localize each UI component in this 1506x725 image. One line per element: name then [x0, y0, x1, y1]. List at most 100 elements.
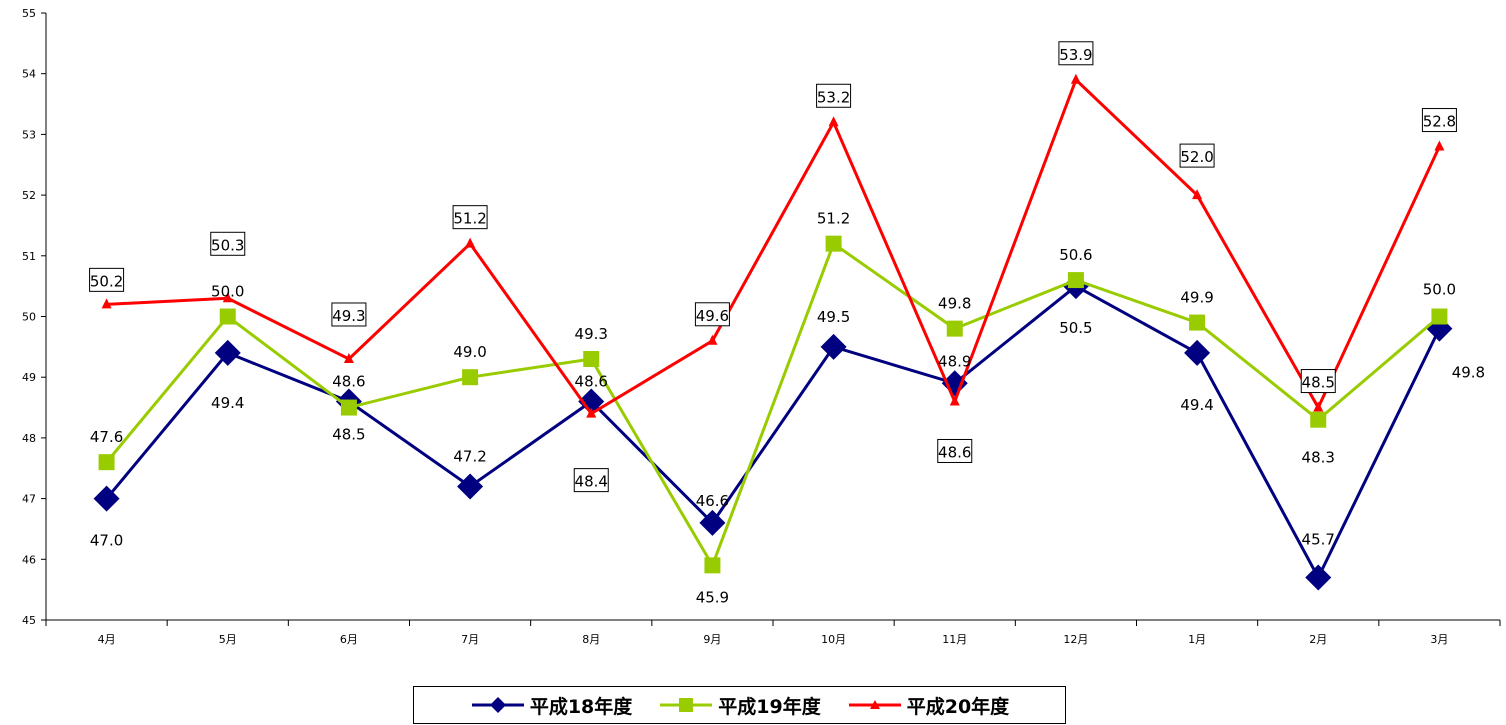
data-label: 53.2 [817, 88, 850, 106]
data-label: 48.6 [332, 372, 365, 390]
data-label-box [1300, 369, 1336, 394]
data-label: 49.8 [938, 295, 971, 313]
x-tick-label: 8月 [582, 633, 600, 646]
x-tick-label: 7月 [461, 633, 479, 646]
diamond-marker-icon [471, 697, 524, 713]
legend-label: 平成20年度 [906, 695, 1010, 718]
data-label: 47.2 [453, 447, 486, 465]
x-tick-label: 4月 [98, 633, 116, 646]
legend-item-series-1: 平成18年度 [470, 692, 632, 719]
legend-label: 平成19年度 [718, 695, 821, 718]
legend-item-series-2: 平成19年度 [658, 692, 821, 719]
x-tick-label: 6月 [340, 633, 358, 646]
x-tick-label: 9月 [703, 633, 721, 646]
data-label: 51.2 [817, 210, 850, 228]
data-label: 48.6 [938, 443, 971, 461]
y-tick-label: 48 [22, 432, 36, 445]
series-1-point [820, 333, 847, 360]
data-label-box [1179, 143, 1215, 168]
series-1-point [699, 509, 726, 536]
series-2-point [1189, 314, 1206, 331]
series-3-point [1434, 140, 1445, 151]
data-label: 45.7 [1302, 531, 1335, 549]
data-label: 48.3 [1302, 449, 1335, 467]
series-1-point [457, 473, 484, 500]
series-2-point [1067, 272, 1084, 289]
y-tick-label: 53 [22, 128, 36, 141]
series-2-point [219, 308, 236, 325]
data-label: 49.6 [696, 307, 729, 325]
data-label: 50.3 [211, 236, 244, 254]
data-label-box [89, 267, 125, 292]
x-tick-label: 5月 [219, 633, 237, 646]
legend-item-series-3: 平成20年度 [847, 692, 1009, 719]
series-3-point [949, 395, 960, 406]
series-2-point [98, 454, 115, 471]
series-3-point [1070, 73, 1081, 84]
data-label-box [1058, 41, 1094, 66]
series-3-point [222, 292, 233, 303]
y-tick-label: 45 [22, 614, 36, 627]
series-3-point [1192, 189, 1203, 200]
data-label: 49.4 [211, 394, 244, 412]
y-tick-label: 55 [22, 7, 36, 20]
data-label-box [573, 468, 609, 493]
data-label: 49.8 [1452, 364, 1485, 382]
data-label: 47.0 [90, 532, 123, 550]
x-tick-label: 1月 [1188, 633, 1206, 646]
data-label: 49.5 [817, 308, 850, 326]
x-tick-label: 2月 [1309, 633, 1327, 646]
data-label: 47.6 [90, 428, 123, 446]
data-label: 52.8 [1423, 113, 1456, 131]
legend: 平成18年度 平成19年度 平成20年度 [413, 686, 1066, 724]
y-tick-label: 46 [22, 553, 36, 566]
series-line-3 [106, 77, 1441, 416]
data-label: 50.0 [1423, 281, 1456, 299]
series-3-point [465, 237, 476, 248]
series-line-2 [105, 241, 1441, 569]
square-marker-icon [660, 698, 713, 712]
series-2-point [583, 350, 600, 367]
series-1-point [1305, 564, 1332, 591]
series-3-point [586, 407, 597, 418]
y-tick-label: 54 [22, 68, 36, 81]
data-label: 51.2 [453, 210, 486, 228]
data-label: 49.3 [332, 307, 365, 325]
data-label-box [937, 438, 973, 463]
series-2-point [704, 557, 721, 574]
series-1-point [1184, 339, 1211, 366]
data-label: 53.9 [1059, 46, 1092, 64]
line-chart: 45 46 47 48 49 50 51 52 53 54 55 4月 5月 6月 7月 8月 9月 10月 11月… [22, 7, 1501, 646]
data-label: 49.3 [575, 325, 608, 343]
series-3-point [101, 298, 112, 309]
series-2-point [1310, 411, 1327, 428]
series-3-point [343, 352, 354, 363]
series-2-point [946, 320, 963, 337]
series-2-point [462, 369, 479, 386]
y-tick-label: 52 [22, 189, 36, 202]
series-2-point [1431, 308, 1448, 325]
series-3-point [1313, 401, 1324, 412]
y-tick-label: 51 [22, 250, 36, 263]
data-label-box [816, 83, 852, 108]
data-label: 46.6 [696, 492, 729, 510]
series-2-point [825, 235, 842, 252]
x-tick-label: 11月 [942, 633, 967, 646]
series-1-point [93, 485, 120, 512]
x-tick-label: 12月 [1063, 633, 1088, 646]
x-tick-label: 10月 [821, 633, 846, 646]
data-label: 48.4 [575, 473, 608, 491]
data-label-box [452, 205, 488, 230]
series-2-point [340, 399, 357, 416]
data-label: 49.4 [1180, 396, 1213, 414]
series-line-1 [105, 284, 1441, 581]
series-3-point [707, 334, 718, 345]
data-label-box [1421, 108, 1457, 133]
y-tick-label: 50 [22, 311, 36, 324]
legend-label: 平成18年度 [529, 695, 633, 718]
data-label-box [331, 302, 367, 327]
data-label: 49.9 [1180, 289, 1213, 307]
data-label: 48.6 [575, 372, 608, 390]
data-label: 50.0 [211, 283, 244, 301]
data-label: 49.0 [453, 343, 486, 361]
